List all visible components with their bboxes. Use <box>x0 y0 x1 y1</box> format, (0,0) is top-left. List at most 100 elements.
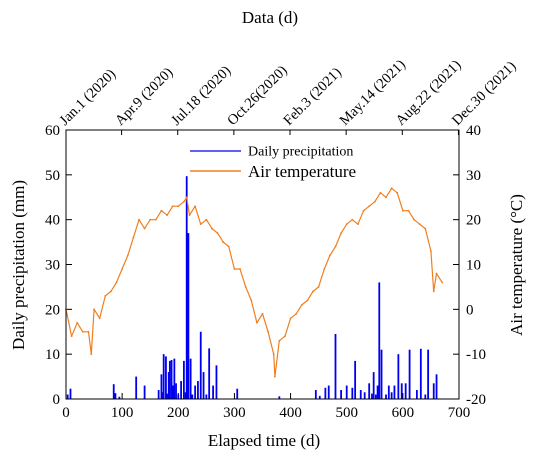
precip-bar <box>408 349 411 399</box>
precip-bar <box>162 354 165 399</box>
temperature-point <box>171 205 174 208</box>
temperature-point <box>115 281 118 284</box>
temperature-point <box>407 209 410 212</box>
temperature-point <box>430 250 432 252</box>
precip-bar <box>432 383 435 399</box>
temperature-point <box>435 272 438 275</box>
precip-bar <box>354 360 357 399</box>
legend: Daily precipitation Air temperature <box>190 145 356 181</box>
temperature-point <box>222 241 225 243</box>
temperature-point <box>143 227 146 230</box>
temperature-point <box>149 218 152 221</box>
precip-bar <box>187 233 190 399</box>
temperature-point <box>183 200 185 203</box>
precip-bar <box>385 394 387 399</box>
precip-bar <box>112 384 115 399</box>
temperature-point <box>76 321 79 324</box>
temperature-point <box>81 330 84 333</box>
temperature-point <box>351 218 354 221</box>
precip-bar <box>393 385 396 399</box>
precip-bar <box>171 385 174 399</box>
precip-bar <box>324 387 327 399</box>
temperature-point <box>199 223 202 226</box>
precip-bar <box>175 383 177 399</box>
precip-bar <box>66 394 69 399</box>
top-tick-label: Apr.9 (2020) <box>112 64 176 128</box>
temperature-point <box>306 299 309 302</box>
temperature-point <box>418 223 421 226</box>
precip-bar <box>375 394 377 399</box>
temperature-point <box>345 223 348 226</box>
top-axis-title: Data (d) <box>242 8 298 27</box>
temperature-point <box>362 209 365 212</box>
precip-bar <box>212 385 214 399</box>
precip-bar <box>165 356 167 399</box>
temperature-point <box>390 187 393 190</box>
precip-bar <box>236 388 239 399</box>
top-tick-label: Jan.1 (2020) <box>57 66 120 129</box>
precip-bar <box>157 390 160 399</box>
temperature-point <box>244 286 247 288</box>
precip-bar <box>435 374 438 399</box>
precip-bar <box>340 390 342 399</box>
precip-bar <box>424 394 427 399</box>
temperature-point <box>267 330 270 333</box>
precip-bar <box>278 396 281 399</box>
temperature-point <box>289 317 292 320</box>
temperature-point <box>272 353 275 356</box>
precip-bar <box>205 394 208 399</box>
legend-precip-label: Daily precipitation <box>248 145 353 160</box>
x-tick-labels: 0 100 200 300 400 500 600 700 <box>62 405 470 421</box>
temperature-point <box>323 268 326 270</box>
temperature-point <box>334 245 337 248</box>
left-y-tick-label: 50 <box>45 168 60 184</box>
temperature-point <box>317 286 320 288</box>
temperature-point <box>216 232 219 235</box>
temperature-point <box>441 281 444 284</box>
precip-bar <box>334 333 337 399</box>
temperature-point <box>368 205 371 208</box>
x-tick-label: 300 <box>223 405 246 421</box>
temperature-point <box>98 317 101 320</box>
precip-bar <box>387 385 390 399</box>
precip-bar <box>177 394 180 399</box>
precip-bar <box>397 354 400 399</box>
precip-bar <box>114 393 117 399</box>
temperature-point <box>284 335 286 338</box>
left-y-tick-label: 0 <box>53 392 61 408</box>
temperature-point <box>239 268 241 270</box>
left-y-tick-label: 60 <box>45 123 60 139</box>
temperature-point <box>295 312 298 315</box>
legend-temp-label: Air temperature <box>248 162 356 181</box>
temperature-point <box>401 209 404 212</box>
right-y-tick-label: 0 <box>466 302 474 318</box>
temperature-point <box>233 268 236 270</box>
precip-bar <box>359 390 362 399</box>
precipitation-bars <box>66 176 438 399</box>
precip-bar <box>215 365 218 399</box>
precip-bar <box>166 393 168 399</box>
top-date-tick-labels: Jan.1 (2020)Apr.9 (2020)Jul.18 (2020)Oct… <box>57 57 520 129</box>
temperature-point <box>373 200 376 203</box>
temperature-point <box>432 290 435 293</box>
precip-bar <box>380 349 383 399</box>
precip-bar <box>404 383 407 399</box>
right-y-tick-label: 40 <box>466 123 481 139</box>
temperature-point <box>424 227 427 230</box>
temperature-point <box>185 196 188 199</box>
precip-bar <box>143 385 146 399</box>
temperature-point <box>340 232 342 235</box>
left-y-tick-label: 10 <box>45 347 60 363</box>
precip-bar <box>318 395 321 399</box>
precip-bar <box>400 383 403 399</box>
temperature-point <box>278 339 281 342</box>
precip-bar <box>173 358 176 399</box>
precip-bar <box>345 385 348 399</box>
precip-bar <box>427 349 430 399</box>
precip-bar <box>170 359 173 399</box>
precip-bar <box>135 376 138 399</box>
left-y-tick-label: 20 <box>45 302 60 318</box>
precip-bar <box>208 348 211 399</box>
precip-bar <box>189 358 192 399</box>
